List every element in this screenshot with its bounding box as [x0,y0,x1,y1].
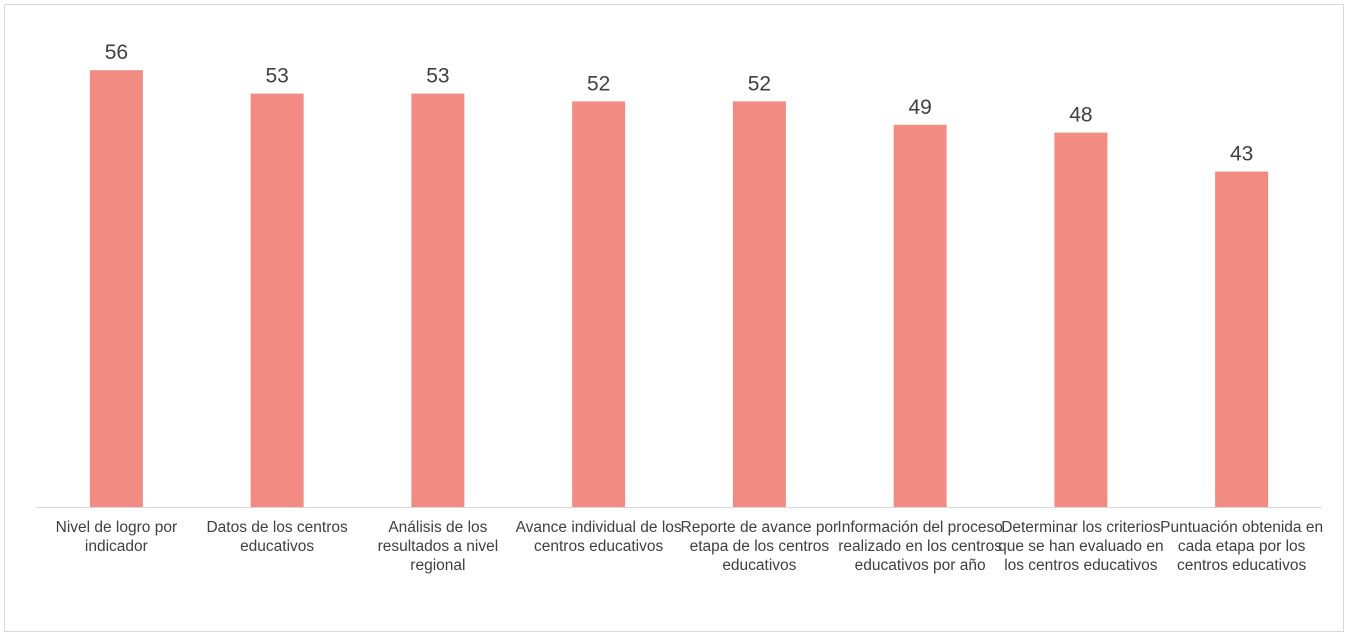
category-label: Datos de los centros educativos [206,519,348,555]
data-label: 53 [265,65,288,88]
data-label: 56 [105,41,128,64]
category-label: Información del proceso realizado en los… [837,519,1003,574]
data-label: 48 [1069,104,1092,127]
bar [89,70,143,507]
bar [732,101,786,508]
category-label: Análisis de los resultados a nivel regio… [377,519,499,574]
data-label: 49 [908,96,931,119]
bar [1054,132,1108,507]
category-label: Nivel de logro por indicador [55,519,178,555]
bar [572,101,626,508]
category-label: Avance individual de los centros educati… [515,519,682,555]
category-label: Puntuación obtenida en cada etapa por lo… [1160,519,1324,574]
data-label: 53 [426,65,449,88]
category-label: Reporte de avance por etapa de los centr… [680,519,839,574]
data-label: 43 [1230,143,1253,166]
bar [411,93,465,507]
category-label: Determinar los criterios que se han eval… [998,519,1164,574]
chart-frame [4,4,1344,632]
bar [893,124,947,508]
data-label: 52 [748,72,771,95]
data-label: 52 [587,72,610,95]
bar [1215,171,1269,507]
bar [250,93,304,507]
